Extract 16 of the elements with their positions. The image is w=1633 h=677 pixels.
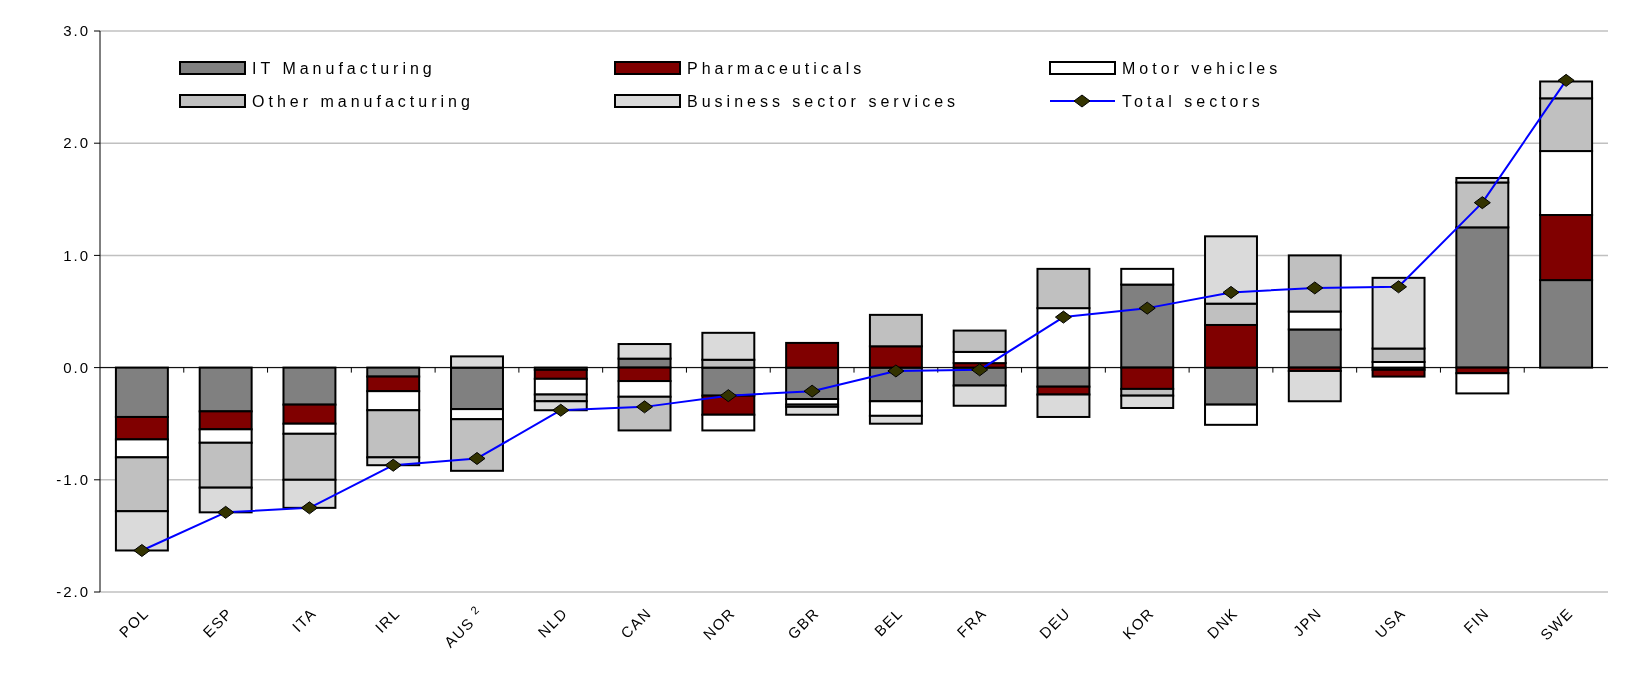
x-tick-label: IRL	[371, 604, 404, 636]
legend-label: IT Manufacturing	[252, 59, 436, 77]
y-tick-label: 1.0	[63, 246, 90, 264]
y-tick-label: 3.0	[63, 22, 90, 40]
y-tick-label: -1.0	[56, 471, 90, 489]
x-tick-label: ITA	[288, 604, 320, 636]
x-tick-label: FIN	[1460, 604, 1493, 637]
legend-label: Pharmaceuticals	[687, 59, 866, 77]
legend-label: Motor vehicles	[1122, 59, 1282, 77]
legend-label: Business sector services	[687, 92, 960, 110]
legend-label: Other manufacturing	[252, 92, 474, 110]
y-tick-label: 0.0	[63, 358, 90, 376]
y-tick-label: 2.0	[63, 134, 90, 152]
x-tick-label: BEL	[870, 604, 907, 640]
y-tick-label: -2.0	[56, 583, 90, 601]
legend-label: Total sectors	[1122, 92, 1264, 110]
